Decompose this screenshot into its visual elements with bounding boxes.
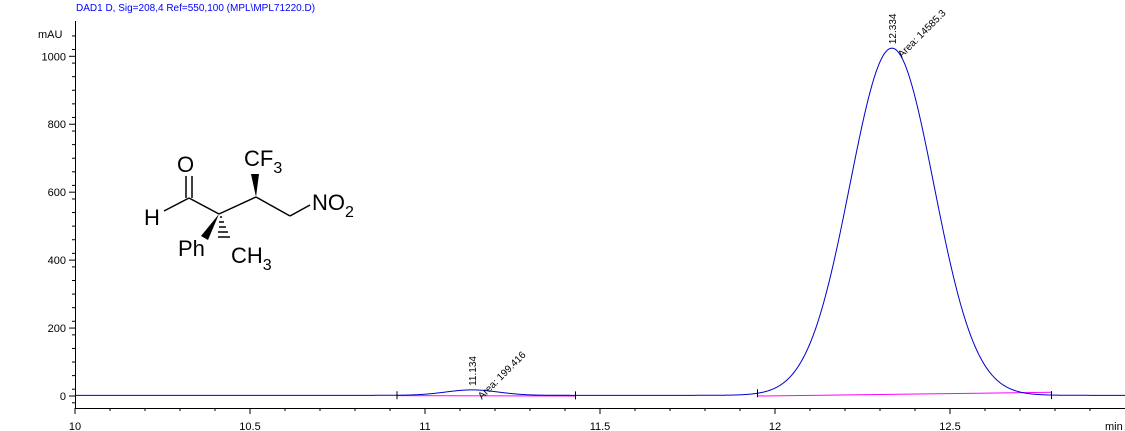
x-tick-label: 12.5 bbox=[939, 421, 960, 431]
y-tick-label: 600 bbox=[48, 187, 66, 199]
x-ticks: 10 10.5 11 11.5 12 12.5 bbox=[69, 408, 1091, 431]
x-tick-label: 10 bbox=[69, 421, 81, 431]
y-tick-label: 0 bbox=[60, 391, 66, 403]
peak-retention-time-label: 12.334 bbox=[888, 13, 899, 44]
x-tick-label: 11 bbox=[419, 421, 430, 431]
signal-trace bbox=[75, 47, 1125, 396]
integration-markers bbox=[396, 389, 1052, 400]
x-tick-label: 12 bbox=[769, 421, 781, 431]
integration-baseline bbox=[757, 391, 1052, 397]
label-cf3: CF3 bbox=[244, 146, 282, 177]
y-tick-label: 1000 bbox=[42, 51, 66, 63]
y-tick-label: 800 bbox=[48, 119, 66, 131]
peak-retention-time-label: 11.134 bbox=[468, 356, 479, 386]
label-phenyl: Ph bbox=[178, 236, 205, 261]
y-axis-label: mAU bbox=[38, 29, 63, 41]
x-tick-label: 10.5 bbox=[239, 421, 260, 431]
label-hydrogen: H bbox=[144, 205, 160, 230]
molecule-structure: O H CF3 NO2 Ph CH3 bbox=[144, 146, 354, 274]
label-ch3: CH3 bbox=[231, 243, 272, 274]
label-no2: NO2 bbox=[312, 190, 354, 221]
x-axis-label: min bbox=[1105, 421, 1123, 431]
y-tick-label: 400 bbox=[48, 255, 66, 267]
y-ticks: 0 200 400 600 800 1000 bbox=[42, 35, 75, 404]
integration-baselines bbox=[396, 391, 1052, 397]
x-tick-label: 11.5 bbox=[590, 421, 611, 431]
peak-area-label: Area: 14585.3 bbox=[896, 8, 949, 61]
label-oxygen: O bbox=[177, 152, 194, 177]
y-tick-label: 200 bbox=[48, 323, 66, 335]
chart-header: DAD1 D, Sig=208,4 Ref=550,100 (MPL\MPL71… bbox=[76, 3, 315, 14]
